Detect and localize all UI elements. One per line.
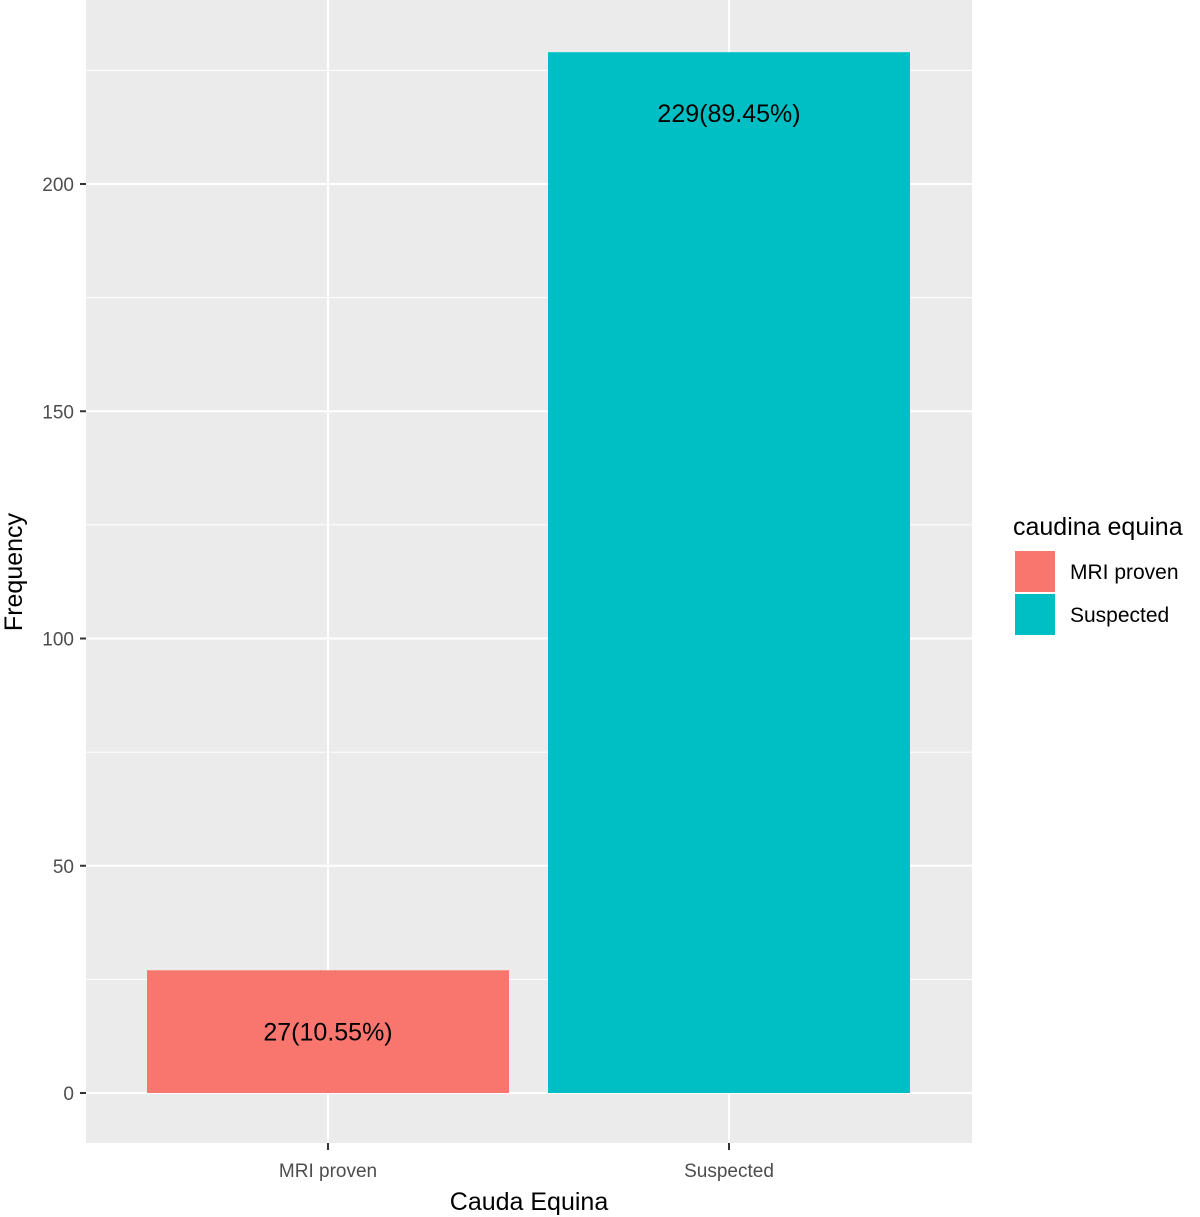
bar-data-label: 229(89.45%) (657, 100, 800, 128)
bar-suspected (548, 52, 910, 1094)
y-axis-title: Frequency (0, 512, 28, 631)
bar-mri-proven (147, 970, 509, 1093)
legend: caudina equina MRI proven Suspected (1013, 513, 1183, 635)
y-tick-label: 200 (42, 175, 74, 196)
y-tick-label: 150 (42, 402, 74, 423)
x-axis-title: Cauda Equina (450, 1188, 609, 1216)
legend-entries: MRI proven Suspected (1015, 551, 1179, 635)
legend-label: MRI proven (1070, 561, 1179, 584)
x-tick-label: Suspected (684, 1161, 774, 1182)
y-tick-label: 0 (63, 1084, 74, 1105)
bar-labels: 27(10.55%) 229(89.45%) (263, 100, 800, 1046)
legend-key (1015, 551, 1055, 592)
legend-label: Suspected (1070, 604, 1169, 627)
y-tick-label: 100 (42, 630, 74, 651)
bar-data-label: 27(10.55%) (263, 1018, 392, 1046)
x-tick-label: MRI proven (279, 1161, 377, 1182)
legend-key (1015, 594, 1055, 635)
legend-title: caudina equina (1013, 513, 1183, 541)
y-tick-label: 50 (53, 857, 74, 878)
x-axis: MRI proven Suspected (279, 1143, 774, 1182)
y-axis: 0 50 100 150 200 (42, 175, 86, 1105)
bars (147, 52, 910, 1094)
